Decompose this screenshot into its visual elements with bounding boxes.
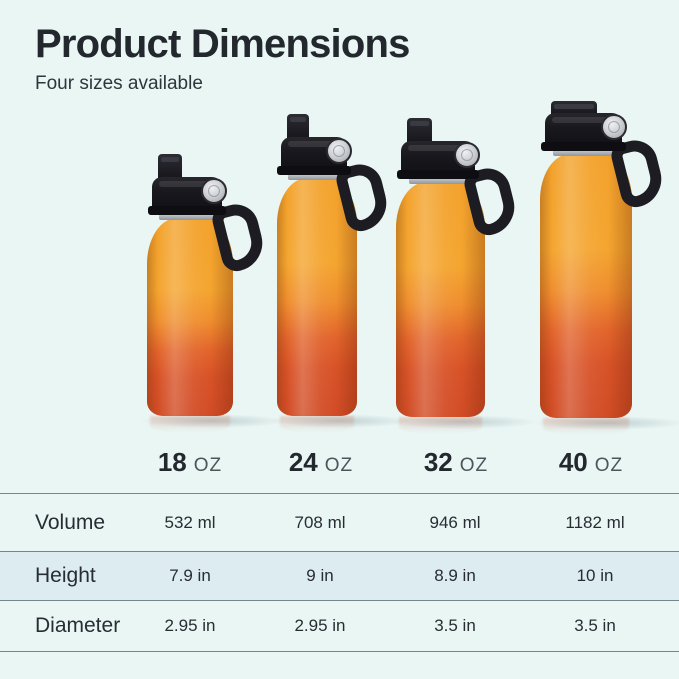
- table-cell: 8.9 in: [434, 566, 476, 585]
- bottle-straw-lid: [550, 101, 597, 116]
- bottle-cap-pivot: [201, 178, 227, 204]
- table-cell: 7.9 in: [169, 566, 211, 585]
- bottle-cap-pivot: [453, 142, 480, 168]
- bottle-neck: [159, 211, 219, 220]
- header: Product Dimensions Four sizes available: [35, 22, 410, 95]
- table-cell: 532 ml: [164, 512, 216, 532]
- bottle-straw-lid: [158, 154, 182, 181]
- table-cell: 3.5 in: [434, 616, 476, 635]
- table-row-volume: Volume 532 ml 708 ml 946 ml 1182 ml: [0, 493, 679, 551]
- row-label: Diameter: [35, 614, 121, 637]
- bottle-neck: [288, 171, 344, 180]
- bottle-18oz: [139, 152, 287, 432]
- table-cell: 10 in: [576, 566, 614, 585]
- bottle-shadow: [388, 415, 538, 429]
- size-value: 40: [558, 447, 588, 477]
- bottle-reflection: [543, 418, 629, 434]
- bottle-shadow: [532, 416, 679, 430]
- size-label-32oz: 32 OZ: [424, 447, 488, 478]
- size-value: 18: [157, 447, 187, 477]
- bottle-40oz: [532, 96, 679, 434]
- bottle-reflection: [150, 416, 230, 432]
- table-cell: 708 ml: [294, 512, 346, 532]
- bottle-body: [147, 218, 233, 416]
- bottle-body: [396, 182, 485, 417]
- table-cell: 3.5 in: [574, 616, 616, 635]
- table-cell: 946 ml: [429, 512, 481, 532]
- bottle-cap-pivot: [326, 138, 352, 164]
- bottle-shadow: [139, 414, 287, 428]
- bottle-cap-pivot: [600, 114, 627, 140]
- bottle-neck: [408, 175, 471, 184]
- size-value: 24: [288, 447, 318, 477]
- table-row-height: Height 7.9 in 9 in 8.9 in 10 in: [0, 551, 679, 600]
- size-label-18oz: 18 OZ: [158, 447, 222, 478]
- bottle-cap: [148, 177, 226, 215]
- bottle-shadow: [269, 414, 411, 428]
- size-label-40oz: 40 OZ: [559, 447, 623, 478]
- table-row-diameter: Diameter 2.95 in 2.95 in 3.5 in 3.5 in: [0, 600, 679, 652]
- table-cell: 9 in: [306, 566, 334, 585]
- bottle-32oz: [388, 112, 538, 433]
- bottle-body: [540, 154, 632, 418]
- row-label: Height: [35, 564, 96, 587]
- page-subtitle: Four sizes available: [35, 73, 203, 94]
- table-cell: 2.95 in: [164, 616, 216, 635]
- size-unit: OZ: [459, 455, 489, 476]
- page-title: Product Dimensions: [35, 22, 410, 66]
- bottle-24oz: [269, 110, 411, 432]
- dimensions-table: Volume 532 ml 708 ml 946 ml 1182 ml Heig…: [0, 493, 679, 652]
- size-unit: OZ: [193, 455, 223, 476]
- bottle-body: [277, 178, 357, 416]
- size-unit: OZ: [324, 455, 354, 476]
- table-cell: 1182 ml: [565, 512, 625, 532]
- table-cell: 2.95 in: [294, 616, 346, 635]
- size-value: 32: [423, 447, 453, 477]
- size-label-24oz: 24 OZ: [289, 447, 353, 478]
- bottle-straw-lid: [287, 114, 310, 141]
- bottle-reflection: [399, 417, 482, 433]
- size-unit: OZ: [594, 455, 624, 476]
- row-label: Volume: [35, 510, 106, 534]
- bottle-neck: [553, 147, 617, 156]
- bottle-straw-lid: [406, 118, 432, 145]
- bottle-reflection: [280, 416, 354, 432]
